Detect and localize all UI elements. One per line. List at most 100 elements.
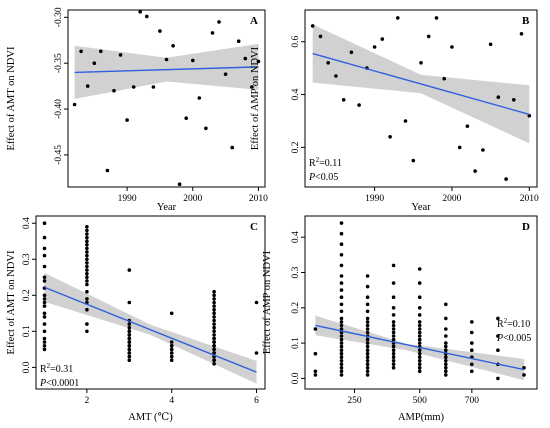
panel-a-letter: A [250, 15, 258, 27]
panel-d-data-point [391, 334, 396, 338]
panel-c-data-point [85, 225, 89, 229]
panel-c-data-point [212, 333, 216, 337]
panel-a-regression-line [74, 66, 259, 74]
panel-b-data-point [473, 169, 477, 173]
panel-c-data-point [127, 358, 132, 363]
panel-c-data-point [169, 311, 174, 316]
panel-c-data-point [212, 318, 216, 323]
panel-d-data-point [444, 355, 448, 360]
panel-d-data-point [391, 281, 396, 285]
panel-d-data-point [339, 242, 344, 246]
panel-c-x-tick-label: 4 [169, 396, 174, 406]
panel-d-data-point [470, 348, 474, 353]
panel-c-data-point [42, 340, 47, 344]
panel-d-data-point [391, 306, 396, 310]
panel-c-data-point [42, 322, 47, 326]
panel-d-data-point [365, 355, 370, 360]
panel-b-data-point [442, 76, 447, 81]
panel-d-data-point [391, 263, 396, 268]
panel-d-data-point [313, 351, 318, 356]
panel-d-data-point [391, 327, 396, 331]
panel-d-data-point [391, 320, 396, 324]
panel-d-data-point [470, 362, 474, 367]
panel-d-data-point [470, 320, 474, 324]
panel-b-data-point [457, 145, 462, 150]
panel-b-data-point [450, 45, 454, 49]
panel-d-data-point [496, 334, 500, 338]
panel-c-data-point [169, 358, 174, 363]
panel-a-data-point [164, 57, 169, 62]
panel-d-r2-annotation: R2=0.10 [497, 317, 530, 330]
panel-c-data-point [127, 344, 132, 348]
panel-a-data-point [85, 84, 90, 88]
panel-c-data-point [169, 351, 174, 355]
panel-b-x-axis-title: Year [411, 202, 431, 213]
panel-c-data-point [85, 232, 89, 236]
panel-d-data-point [339, 351, 344, 356]
panel-d-data-point [417, 320, 422, 324]
panel-c-data-point [42, 279, 47, 283]
panel-a-y-tick-label: -0.30 [54, 7, 64, 27]
panel-d-data-point [417, 327, 422, 331]
panel-c-data-point [85, 257, 89, 262]
panel-d-data-point [339, 288, 344, 292]
panel-a-data-point [105, 168, 110, 173]
panel-b-data-point [504, 177, 508, 181]
panel-b-x-tick-label: 1990 [365, 194, 384, 204]
panel-a-data-point [151, 85, 156, 89]
panel-d-data-point [391, 337, 396, 342]
panel-d-x-tick-label: 500 [413, 396, 428, 406]
panel-c-confidence-band [44, 272, 257, 384]
panel-c-r2-annotation: R2=0.31 [40, 362, 73, 375]
panel-d-data-point [417, 313, 422, 317]
panel-c-data-point [42, 304, 47, 308]
panel-a-frame [67, 9, 266, 188]
panel-a-x-tick-label: 2010 [249, 194, 268, 204]
panel-c-data-point [42, 221, 47, 225]
panel-c-letter: C [250, 221, 258, 233]
panel-b-regression-line [312, 52, 530, 116]
panel-b-data-point [426, 34, 431, 39]
panel-d-frame [304, 215, 538, 390]
panel-d-data-point [365, 373, 370, 377]
panel-b-r2-annotation: R2=0.11 [309, 156, 342, 169]
panel-d-data-point [339, 281, 344, 285]
panel-d-data-point [365, 369, 370, 374]
panel-d-data-point [417, 323, 422, 328]
panel-d-data-point [417, 355, 422, 360]
panel-c-data-point [212, 340, 216, 344]
panel-b-data-point [341, 98, 346, 102]
panel-a-data-point [191, 58, 195, 63]
panel-a-data-point [236, 39, 241, 43]
panel-d-data-point [444, 362, 448, 367]
panel-d-data-point [417, 351, 422, 356]
panel-c-data-point [42, 264, 47, 269]
panel-a-y-axis-title: Effect of AMT on NDVI [6, 46, 17, 151]
panel-d-data-point [417, 295, 422, 300]
panel-d-data-point [417, 337, 422, 342]
panel-d-data-point [339, 337, 344, 342]
panel-d-regression-line [315, 324, 525, 371]
panel-c-y-tick-label: 0.4 [22, 217, 32, 229]
panel-d-data-point [365, 330, 370, 335]
panel-d-x-axis-title: AMP(mm) [398, 412, 445, 423]
panel-d-data-point [417, 369, 422, 374]
panel-d-data-point [391, 362, 396, 367]
panel-c-data-point [169, 344, 174, 348]
panel-a-data-point [210, 31, 215, 35]
panel-b-data-point [434, 16, 439, 20]
panel-c-data-point [212, 300, 216, 305]
panel-b-data-point [372, 45, 377, 49]
panel-d-data-point [365, 366, 370, 370]
panel-a-y-tick-label: -0.45 [54, 145, 64, 165]
panel-a-x-tick-label: 2000 [183, 194, 202, 204]
panel-c-data-point [212, 358, 216, 363]
panel-d-data-point [444, 359, 448, 363]
panel-d-data-point [391, 330, 396, 335]
panel-d-letter: D [522, 221, 530, 233]
panel-d-data-point [417, 359, 422, 363]
panel-d-p-annotation: P<0.005 [496, 333, 531, 344]
panel-d-data-point [365, 337, 370, 342]
panel-c-data-point [212, 329, 216, 334]
panel-c-data-point [127, 329, 132, 334]
